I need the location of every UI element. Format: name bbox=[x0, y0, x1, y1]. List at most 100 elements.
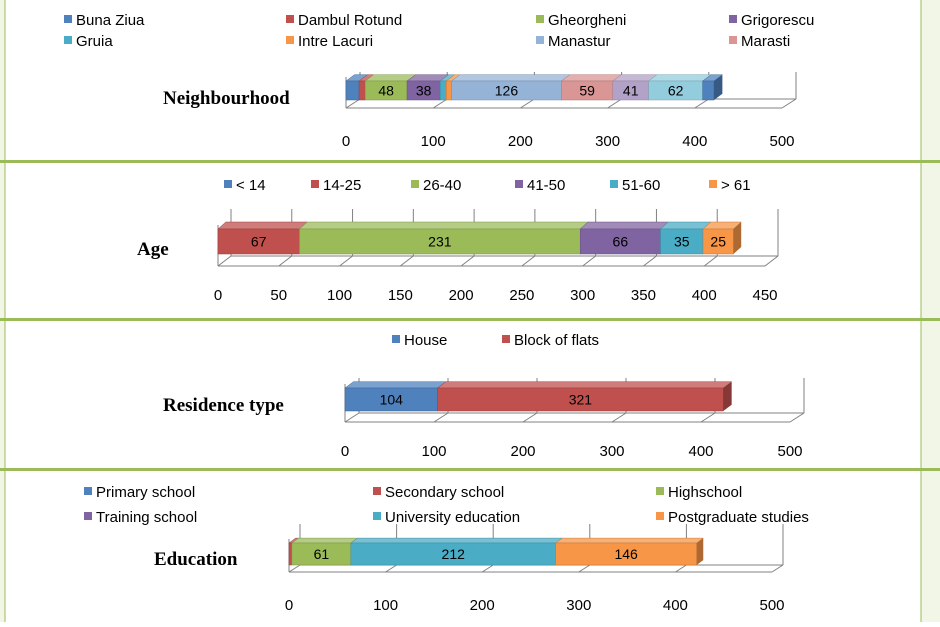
x-tick-label: 0 bbox=[342, 133, 350, 150]
data-label: 67 bbox=[251, 234, 267, 250]
bar-segment-top bbox=[554, 537, 705, 544]
bar-end-cap bbox=[723, 381, 732, 411]
x-tick-label: 500 bbox=[769, 133, 794, 150]
legend-item: Grigorescu bbox=[729, 12, 814, 29]
bar-segment bbox=[579, 221, 669, 255]
x-tick-label: 100 bbox=[327, 287, 352, 304]
x-tick-label: 150 bbox=[388, 287, 413, 304]
floor-gridline bbox=[400, 255, 414, 267]
legend-swatch bbox=[515, 180, 523, 188]
legend-item: Gheorgheni bbox=[536, 12, 626, 29]
floor-gridline bbox=[578, 564, 591, 573]
legend-swatch bbox=[84, 512, 92, 520]
legend-label: 51-60 bbox=[622, 177, 660, 194]
bar-segment-top bbox=[647, 74, 712, 82]
floor-gridline bbox=[460, 255, 475, 267]
legend-label: Gheorgheni bbox=[548, 12, 626, 29]
legend-item: 14-25 bbox=[311, 177, 361, 194]
floor-gridline bbox=[611, 412, 627, 423]
legend-swatch bbox=[729, 36, 737, 44]
legend-swatch bbox=[709, 180, 717, 188]
x-tick-label: 450 bbox=[752, 287, 777, 304]
legend-swatch bbox=[411, 180, 419, 188]
floor-gridline bbox=[675, 564, 687, 573]
x-tick-label: 400 bbox=[692, 287, 717, 304]
x-tick-label: 300 bbox=[570, 287, 595, 304]
legend-item: Intre Lacuri bbox=[286, 33, 373, 50]
bar-segment-face bbox=[299, 228, 581, 255]
legend-swatch bbox=[502, 335, 510, 343]
bar-segment bbox=[298, 221, 589, 255]
bar-segment bbox=[612, 74, 658, 101]
bar-segment bbox=[217, 221, 308, 255]
bar-segment bbox=[364, 74, 417, 101]
floor-gridline bbox=[288, 564, 301, 573]
bar-segment-face bbox=[702, 80, 715, 101]
legend-swatch bbox=[373, 512, 381, 520]
legend-label: Intre Lacuri bbox=[298, 33, 373, 50]
legend-item: Block of flats bbox=[502, 332, 599, 349]
left-margin-band bbox=[0, 0, 5, 622]
legend-swatch bbox=[536, 15, 544, 23]
floor-gridline bbox=[433, 412, 449, 423]
floor-gridline bbox=[771, 564, 784, 573]
legend-label: 14-25 bbox=[323, 177, 361, 194]
data-label: 38 bbox=[416, 83, 432, 99]
floor-gridline bbox=[582, 255, 596, 267]
legend-label: 41-50 bbox=[527, 177, 565, 194]
legend-item: Buna Ziua bbox=[64, 12, 145, 29]
legend-item: Marasti bbox=[729, 33, 790, 50]
x-tick-label: 300 bbox=[599, 443, 624, 460]
panel-separator bbox=[0, 318, 940, 321]
data-label: 59 bbox=[579, 83, 595, 99]
legend-label: Highschool bbox=[668, 484, 742, 501]
bar-segment-face bbox=[358, 80, 366, 101]
category-label: Residence type bbox=[163, 395, 284, 416]
data-label: 25 bbox=[710, 234, 726, 250]
right-margin-band bbox=[921, 0, 940, 622]
bar-segment-face bbox=[446, 80, 452, 101]
legend-label: Dambul Rotund bbox=[298, 12, 402, 29]
bar-segment-face bbox=[579, 228, 661, 255]
bar-segment bbox=[702, 221, 742, 255]
floor-gridline bbox=[217, 255, 232, 267]
floor-gridline bbox=[520, 98, 535, 109]
legend-label: 26-40 bbox=[423, 177, 461, 194]
x-tick-label: 200 bbox=[510, 443, 535, 460]
data-label: 146 bbox=[614, 546, 638, 562]
legend-item: Manastur bbox=[536, 33, 611, 50]
bar-segment bbox=[554, 537, 705, 566]
x-tick-label: 50 bbox=[270, 287, 287, 304]
floor-gridline bbox=[385, 564, 397, 573]
x-tick-label: 100 bbox=[373, 597, 398, 614]
legend-label: Secondary school bbox=[385, 484, 504, 501]
legend-label: Manastur bbox=[548, 33, 611, 50]
category-label: Age bbox=[137, 239, 169, 260]
legend-swatch bbox=[729, 15, 737, 23]
legend-swatch bbox=[286, 15, 294, 23]
legend-item: Secondary school bbox=[373, 484, 504, 501]
bar-segment bbox=[560, 74, 622, 101]
floor-gridline bbox=[607, 98, 622, 109]
data-label: 41 bbox=[623, 83, 639, 99]
legend-label: Buna Ziua bbox=[76, 12, 145, 29]
legend-swatch bbox=[311, 180, 319, 188]
bar-segment-top bbox=[579, 221, 669, 230]
x-tick-label: 200 bbox=[470, 597, 495, 614]
bar-segment bbox=[345, 74, 369, 101]
x-tick-label: 400 bbox=[663, 597, 688, 614]
bar-segment bbox=[350, 537, 563, 566]
legend-label: Postgraduate studies bbox=[668, 509, 809, 526]
bar-end-cap bbox=[713, 74, 723, 100]
legend-item: 26-40 bbox=[411, 177, 461, 194]
chart-panel-1: 0 100 200 300 400 500 Neighbourhood 48 38 126 59 41… bbox=[64, 12, 814, 150]
x-tick-label: 400 bbox=[682, 133, 707, 150]
chart-panel-4: 0 100 200 300 400 500 Education 61 212 146 Primary… bbox=[84, 484, 809, 614]
data-label: 66 bbox=[613, 234, 629, 250]
bar-end-cap bbox=[733, 222, 742, 254]
data-label: 212 bbox=[442, 546, 466, 562]
data-label: 104 bbox=[380, 392, 404, 408]
data-label: 48 bbox=[378, 83, 394, 99]
